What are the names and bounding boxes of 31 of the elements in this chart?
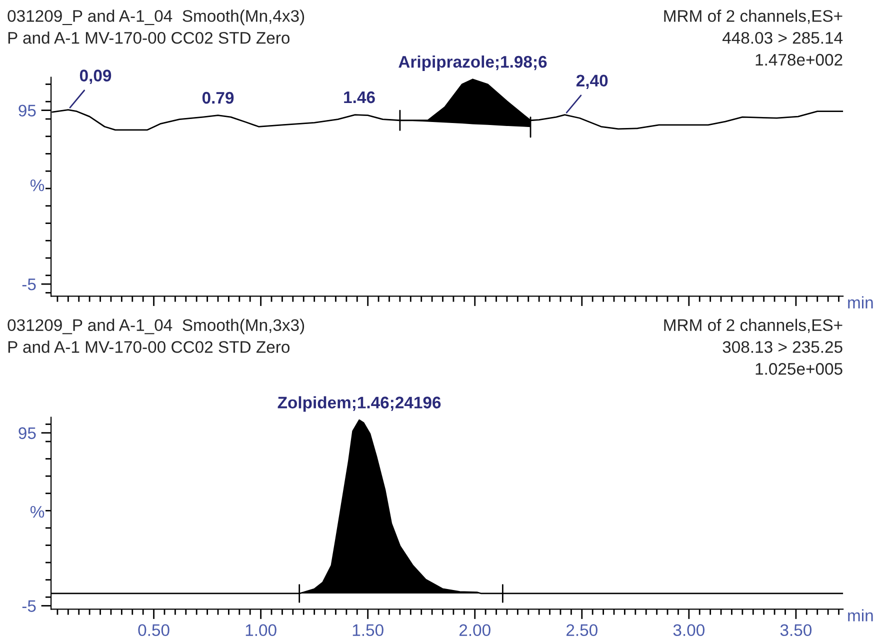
chart-subtitle: P and A-1 MV-170-00 CC02 STD Zero <box>8 340 290 353</box>
y-axis-title: % <box>30 180 44 192</box>
annotation: 2,40 <box>576 74 608 89</box>
y-tick-label: -5 <box>22 600 36 612</box>
x-tick-label: 0.50 <box>138 624 170 636</box>
x-axis-title: min <box>848 296 873 308</box>
y-tick-label: 95 <box>18 104 36 116</box>
x-tick-label: 2.00 <box>459 624 490 636</box>
text: 1.025e+005 <box>756 363 842 375</box>
text: MRM of 2 channels,ES+ <box>664 318 842 333</box>
chart-subtitle: P and A-1 MV-170-00 CC02 STD Zero <box>8 32 290 44</box>
text: 1.478e+002 <box>756 54 842 66</box>
text: 448.03 > 285.14 <box>722 32 843 44</box>
text: 308.13 > 235.25 <box>722 341 842 353</box>
y-axis-title: % <box>30 506 44 518</box>
annotation: Aripiprazole;1.98;6 <box>398 55 547 72</box>
x-tick-label: 1.50 <box>352 624 384 636</box>
chart-title: 031209_P and A-1_04 Smooth(Mn,3x3) <box>8 318 304 334</box>
chart-title: 031209_P and A-1_04 Smooth(Mn,4x3) <box>8 10 304 26</box>
annotation: 0,09 <box>80 70 112 84</box>
x-tick-label: 2.50 <box>566 624 598 636</box>
x-tick-label: 1.00 <box>246 624 276 636</box>
annotation: 1.46 <box>344 91 375 104</box>
text: MRM of 2 channels,ES+ <box>664 10 842 24</box>
y-tick-label: 95 <box>18 427 36 440</box>
x-axis-title: min <box>848 609 873 622</box>
x-tick-label: 3.50 <box>780 624 812 636</box>
annotation: Zolpidem;1.46;24196 <box>278 396 441 412</box>
annotation: 0.79 <box>202 92 234 104</box>
y-tick-label: -5 <box>22 278 36 290</box>
x-tick-label: 3.00 <box>673 624 704 636</box>
